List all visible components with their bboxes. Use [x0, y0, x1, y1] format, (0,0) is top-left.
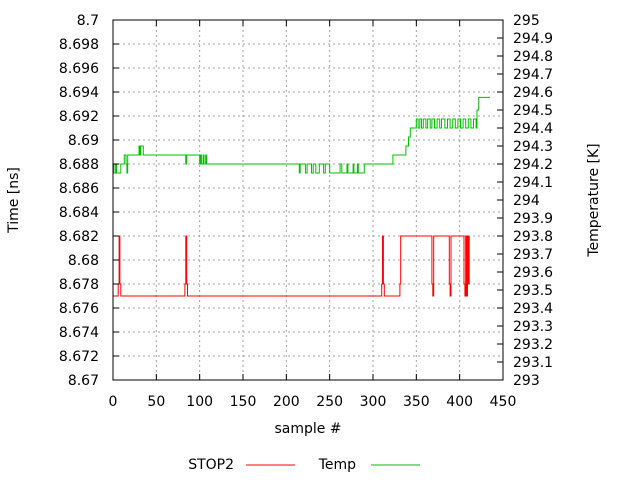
x-tick-label: 0: [109, 394, 118, 410]
y-tick-label: 8.698: [59, 37, 99, 53]
y2-tick-label: 294.2: [513, 157, 553, 173]
y2-tick-label: 293.6: [513, 265, 553, 281]
x-tick-label: 350: [403, 394, 430, 410]
y-tick-label: 8.67: [68, 373, 99, 389]
y-tick-label: 8.694: [59, 85, 99, 101]
x-tick-label: 50: [147, 394, 165, 410]
y2-tick-label: 293.4: [513, 301, 553, 317]
y-tick-label: 8.692: [59, 109, 99, 125]
legend-label-temp: Temp: [318, 457, 356, 473]
y-tick-label: 8.7: [77, 13, 99, 29]
y2-tick-label: 293: [513, 373, 540, 389]
y-tick-label: 8.672: [59, 349, 99, 365]
y2-tick-label: 293.9: [513, 211, 553, 227]
x-axis-label: sample #: [274, 421, 341, 437]
y2-tick-label: 293.7: [513, 247, 553, 263]
y2-tick-label: 294.6: [513, 85, 553, 101]
legend-label-stop2: STOP2: [188, 457, 234, 473]
y2-tick-label: 293.5: [513, 283, 553, 299]
y-tick-label: 8.676: [59, 301, 99, 317]
y2-tick-label: 293.2: [513, 337, 553, 353]
y-tick-label: 8.674: [59, 325, 99, 341]
x-tick-label: 200: [273, 394, 300, 410]
y2-tick-label: 294.4: [513, 121, 553, 137]
series-line-temp: [113, 96, 490, 174]
y2-tick-label: 293.3: [513, 319, 553, 335]
x-tick-label: 150: [230, 394, 257, 410]
y-tick-label: 8.68: [68, 253, 99, 269]
x-tick-label: 450: [490, 394, 517, 410]
series-layer: [113, 96, 490, 297]
y2-tick-label: 295: [513, 13, 540, 29]
y-axis-label: Time [ns]: [6, 167, 22, 234]
y-tick-label: 8.688: [59, 157, 99, 173]
legend: STOP2 Temp: [188, 457, 420, 473]
y2-tick-label: 293.8: [513, 229, 553, 245]
y-tick-label: 8.696: [59, 61, 99, 77]
y2-tick-label: 294: [513, 193, 540, 209]
plot-border: [112, 19, 504, 381]
y-tick-label: 8.678: [59, 277, 99, 293]
y2-axis-label: Temperature [K]: [586, 143, 602, 257]
x-tick-label: 300: [360, 394, 387, 410]
x-tick-label: 400: [446, 394, 473, 410]
ticks: 0 50 100 150 200 250 300 350 400 450 8.67 8.672 8.67…: [59, 13, 553, 410]
y-tick-label: 8.684: [59, 205, 99, 221]
y-tick-label: 8.686: [59, 181, 99, 197]
y2-tick-label: 294.1: [513, 175, 553, 191]
y2-tick-label: 294.3: [513, 139, 553, 155]
y-tick-label: 8.69: [68, 133, 99, 149]
y2-tick-label: 294.5: [513, 103, 553, 119]
y2-tick-label: 294.8: [513, 49, 553, 65]
y-tick-label: 8.682: [59, 229, 99, 245]
x-tick-label: 100: [186, 394, 213, 410]
y2-tick-label: 294.7: [513, 67, 553, 83]
series-line-stop2: [113, 235, 470, 297]
y2-tick-label: 294.9: [513, 31, 553, 47]
y2-tick-label: 293.1: [513, 355, 553, 371]
grid: [113, 20, 503, 380]
x-tick-label: 250: [316, 394, 343, 410]
